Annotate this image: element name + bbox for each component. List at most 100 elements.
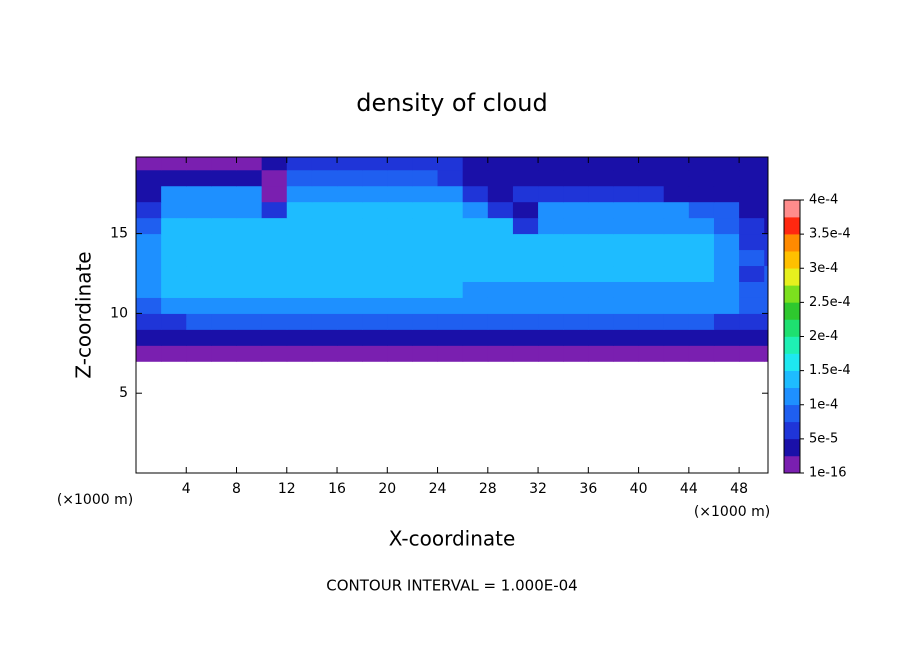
cell [136, 157, 162, 171]
x-tick-label: 44 [680, 481, 698, 497]
cell [487, 265, 514, 282]
cell [412, 345, 439, 362]
cell [563, 313, 589, 330]
cell [311, 281, 338, 298]
cell [286, 157, 313, 171]
cell [412, 233, 439, 251]
cell [161, 249, 187, 267]
colorbar-band [784, 302, 800, 320]
cell [211, 329, 238, 346]
cell [387, 313, 413, 330]
cell [588, 157, 614, 171]
cell [764, 281, 768, 298]
cell [211, 297, 238, 314]
cell [462, 281, 489, 298]
cell [412, 249, 439, 267]
cell [211, 265, 238, 282]
cell [161, 169, 187, 187]
cell [588, 169, 614, 187]
cell [362, 281, 388, 298]
cell [311, 217, 338, 235]
cell [512, 201, 539, 219]
cell [337, 201, 363, 219]
cell [688, 297, 715, 314]
cell [663, 265, 690, 282]
colorbar-tick-label: 1e-16 [809, 466, 847, 481]
cell [487, 217, 514, 235]
cell [764, 201, 768, 219]
x-tick-label: 28 [479, 481, 497, 497]
cell [437, 233, 464, 251]
cell [588, 313, 614, 330]
cell [713, 201, 740, 219]
cell [211, 233, 238, 251]
cell [538, 185, 564, 203]
cell [236, 157, 263, 171]
cell [211, 201, 238, 219]
cell [713, 265, 740, 282]
cell [588, 297, 614, 314]
cell [688, 345, 715, 362]
cell [563, 185, 589, 203]
colorbar-band [784, 285, 800, 303]
cell [462, 185, 489, 203]
cell [261, 329, 288, 346]
cell [739, 201, 765, 219]
cell [487, 201, 514, 219]
cell [613, 201, 640, 219]
cell [512, 249, 539, 267]
cell [412, 185, 439, 203]
cell [311, 297, 338, 314]
cell [261, 345, 288, 362]
cell [688, 233, 715, 251]
cell [261, 249, 288, 267]
cell [462, 157, 489, 171]
cell [512, 313, 539, 330]
cell [638, 297, 665, 314]
cell [236, 265, 263, 282]
cell [387, 169, 413, 187]
cell [713, 281, 740, 298]
cell [236, 313, 263, 330]
cell [538, 217, 564, 235]
cell [462, 169, 489, 187]
y-tick-label: 15 [110, 226, 128, 242]
cell [739, 265, 765, 282]
cell [638, 201, 665, 219]
cell [588, 281, 614, 298]
cell [563, 201, 589, 219]
cell [638, 345, 665, 362]
cell [437, 345, 464, 362]
cell [186, 345, 212, 362]
cell [286, 265, 313, 282]
colorbar-band [784, 319, 800, 337]
cell [286, 249, 313, 267]
cell [362, 345, 388, 362]
cell [512, 169, 539, 187]
cell [186, 281, 212, 298]
cell [412, 169, 439, 187]
x-tick-label: 4 [182, 481, 191, 497]
cell [688, 329, 715, 346]
cell [387, 157, 413, 171]
x-tick-label: 32 [529, 481, 547, 497]
cell [387, 233, 413, 251]
cell [713, 297, 740, 314]
cell [387, 297, 413, 314]
cell [713, 249, 740, 267]
cell [563, 249, 589, 267]
cell [462, 297, 489, 314]
cell [663, 217, 690, 235]
cell [311, 345, 338, 362]
cell [613, 157, 640, 171]
cell [161, 201, 187, 219]
cell [136, 313, 162, 330]
cell [362, 157, 388, 171]
cell [387, 265, 413, 282]
cell [713, 345, 740, 362]
colorbar-band [784, 200, 800, 218]
cell [236, 281, 263, 298]
colorbar-band [784, 387, 800, 406]
colorbar-band [784, 404, 800, 423]
x-tick-label: 8 [232, 481, 241, 497]
